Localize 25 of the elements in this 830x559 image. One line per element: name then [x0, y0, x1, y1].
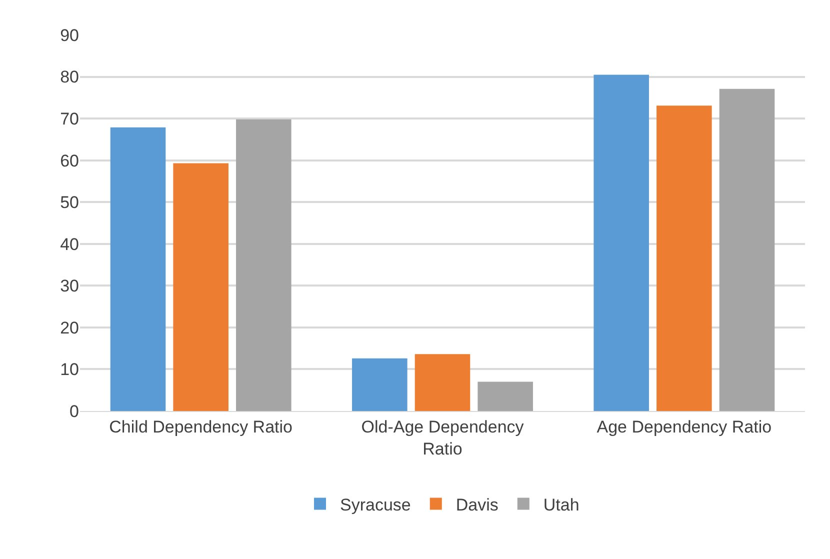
- bar: [594, 74, 649, 411]
- bar: [478, 382, 533, 411]
- legend-label: Davis: [456, 495, 498, 514]
- bar: [236, 119, 292, 411]
- y-tick-label: 10: [60, 360, 79, 380]
- bar: [352, 358, 408, 411]
- x-tick-label: Age Dependency Ratio: [596, 417, 772, 436]
- y-tick-label: 90: [60, 26, 79, 45]
- legend-label: Utah: [543, 495, 580, 514]
- x-tick-label: Child Dependency Ratio: [109, 417, 292, 436]
- y-tick-label: 40: [60, 234, 79, 254]
- y-tick-label: 50: [60, 193, 79, 212]
- bar: [719, 88, 775, 411]
- y-tick-label: 30: [60, 276, 79, 296]
- bar: [173, 163, 228, 411]
- y-tick-label: 70: [60, 110, 79, 129]
- x-tick-label: Old-Age Dependency Ratio: [361, 417, 524, 458]
- y-tick-label: 20: [60, 318, 79, 338]
- bar: [414, 354, 470, 411]
- bar: [656, 106, 712, 411]
- y-tick-label: 60: [60, 151, 79, 170]
- y-tick-label: 0: [70, 402, 79, 421]
- bar: [110, 127, 166, 411]
- legend-label: Syracuse: [340, 495, 411, 514]
- y-tick-label: 80: [60, 68, 79, 87]
